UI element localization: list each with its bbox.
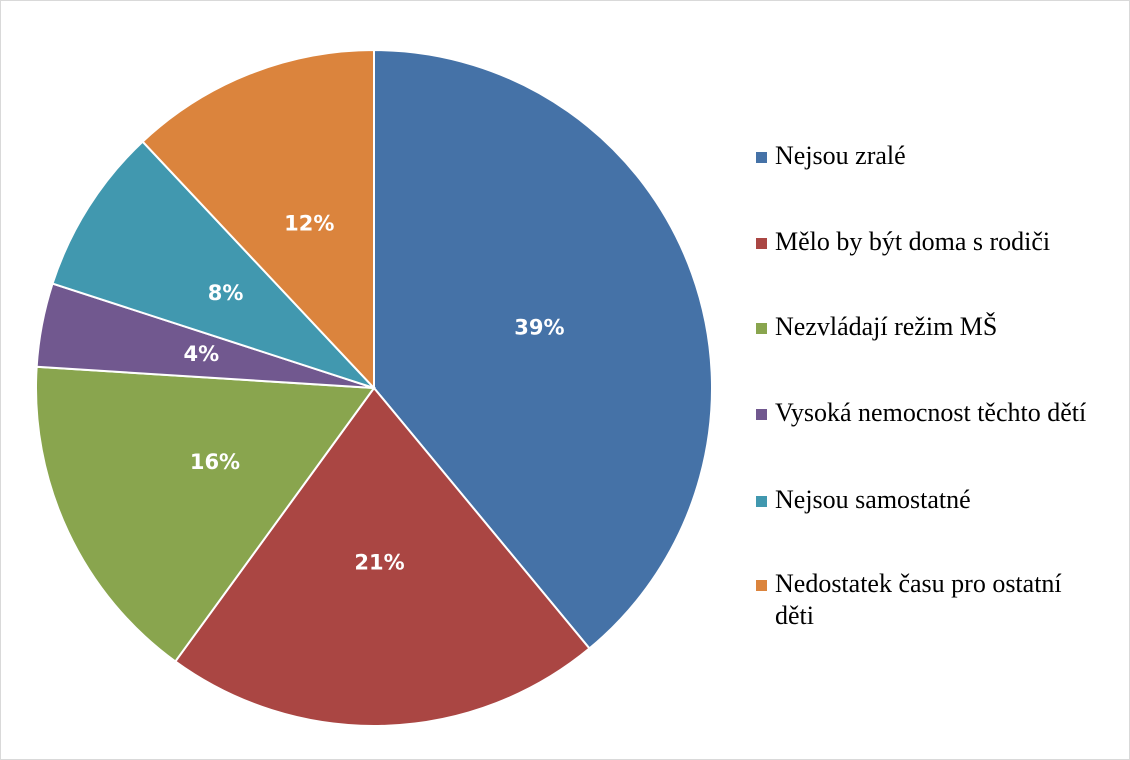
legend-entry: Mělo by být doma s rodiči [756,226,1116,258]
legend-swatch [756,152,767,163]
legend-swatch [756,496,767,507]
legend-label: Nejsou samostatné [775,485,971,514]
legend-entry: Nejsou zralé [756,140,1116,172]
legend-entry: Vysoká nemocnost těchto dětí [756,397,1116,429]
legend-label: Nedostatek času pro ostatní děti [775,569,1062,630]
legend-label: Nezvládají režim MŠ [775,312,998,341]
data-label: 8% [208,281,244,305]
pie-slice [141,48,375,391]
data-label: 21% [354,551,404,575]
pie-slice [51,140,375,389]
data-label: 4% [184,342,220,366]
pie-slice [35,365,376,663]
legend-swatch [756,580,767,591]
chart: 39% 21% 16% 4% 8% 12% [35,48,713,727]
data-label: 16% [190,450,240,474]
legend-label: Vysoká nemocnost těchto dětí [775,398,1087,427]
legend-entry: Nedostatek času pro ostatní děti [756,568,1116,632]
legend-entry: Nezvládají režim MŠ [756,311,1116,343]
legend-label: Nejsou zralé [775,141,906,170]
legend-swatch [756,238,767,249]
legend-swatch [756,409,767,420]
pie-slice [173,386,591,727]
legend-entry: Nejsou samostatné [756,484,1116,516]
legend-label: Mělo by být doma s rodiči [775,227,1051,256]
data-label: 12% [284,212,334,236]
legend-swatch [756,323,767,334]
data-label: 39% [514,315,564,339]
pie-slice [373,48,713,650]
